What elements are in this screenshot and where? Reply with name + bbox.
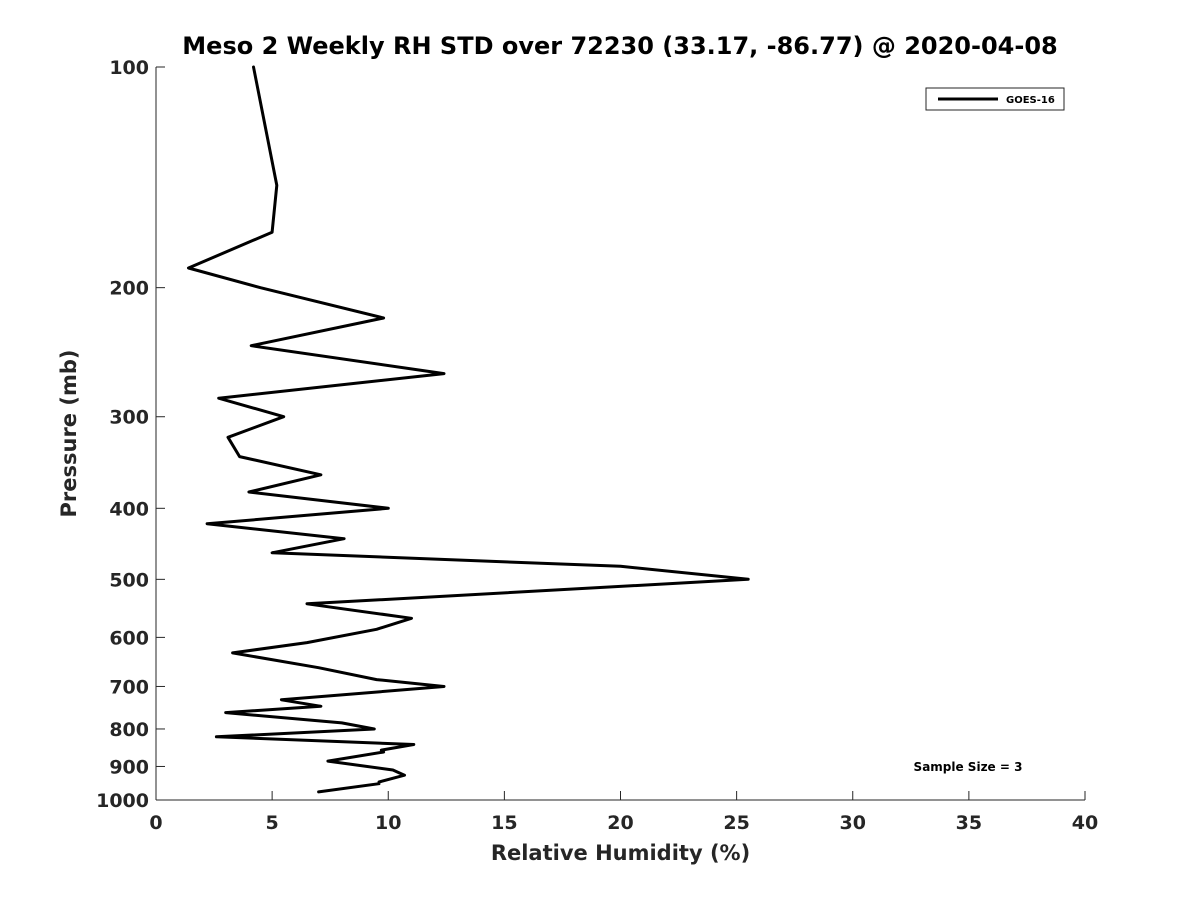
y-tick-label: 600 bbox=[109, 627, 149, 649]
x-axis-ticks: 0 5 10 15 20 25 30 35 40 bbox=[149, 791, 1098, 834]
x-tick-label: 35 bbox=[956, 812, 982, 834]
x-tick-label: 10 bbox=[375, 812, 401, 834]
axes bbox=[155, 67, 1085, 801]
x-axis-label: Relative Humidity (%) bbox=[491, 841, 750, 865]
sample-size-annotation: Sample Size = 3 bbox=[914, 760, 1023, 774]
legend-entry-goes-16: GOES-16 bbox=[1006, 95, 1055, 106]
y-tick-label: 800 bbox=[109, 719, 149, 741]
x-tick-label: 0 bbox=[149, 812, 162, 834]
legend: GOES-16 bbox=[925, 87, 1065, 111]
y-tick-label: 700 bbox=[109, 676, 149, 698]
y-tick-label: 900 bbox=[109, 756, 149, 778]
x-tick-label: 20 bbox=[607, 812, 633, 834]
x-tick-label: 40 bbox=[1072, 812, 1098, 834]
y-axis-label: Pressure (mb) bbox=[57, 350, 81, 518]
series-group bbox=[187, 65, 750, 794]
y-tick-label: 500 bbox=[109, 569, 149, 591]
series-line-goes-16 bbox=[187, 65, 750, 794]
x-tick-label: 25 bbox=[723, 812, 749, 834]
y-tick-label: 300 bbox=[109, 407, 149, 429]
y-tick-label: 1000 bbox=[96, 790, 149, 812]
y-tick-label: 400 bbox=[109, 498, 149, 520]
x-tick-label: 30 bbox=[840, 812, 866, 834]
chart-title: Meso 2 Weekly RH STD over 72230 (33.17, … bbox=[182, 32, 1057, 60]
x-tick-label: 15 bbox=[491, 812, 517, 834]
y-tick-label: 100 bbox=[109, 57, 149, 79]
y-tick-label: 200 bbox=[109, 278, 149, 300]
y-axis-ticks: 100 200 300 400 500 600 700 800 900 1000 bbox=[96, 57, 165, 812]
x-tick-label: 5 bbox=[266, 812, 279, 834]
